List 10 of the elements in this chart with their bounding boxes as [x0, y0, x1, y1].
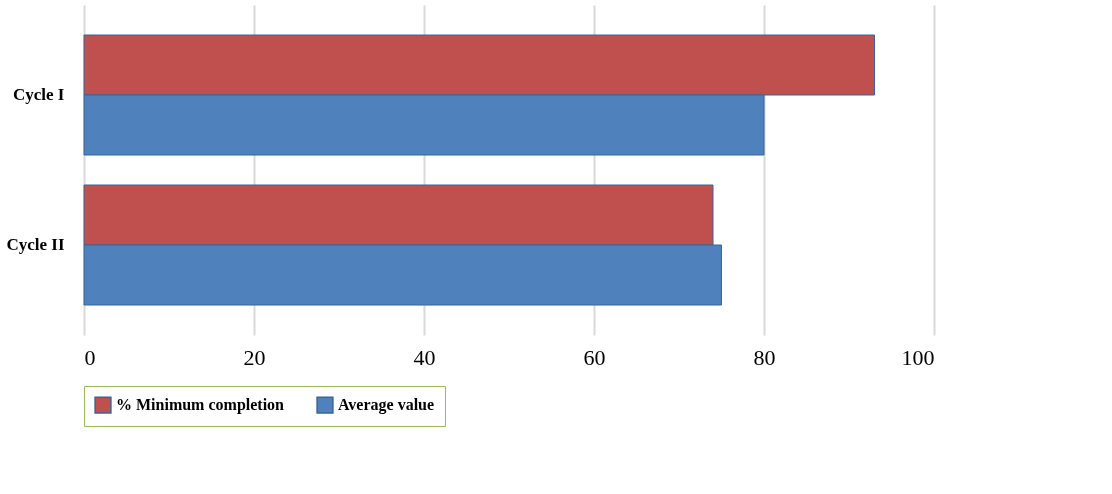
legend-label: % Minimum completion	[116, 396, 285, 415]
x-tick-label: 0	[84, 344, 96, 370]
x-tick-label: 100	[901, 344, 935, 370]
x-tick-label: 20	[243, 344, 266, 370]
y-tick-label: Cycle II	[6, 235, 65, 254]
x-tick-label: 60	[583, 344, 606, 370]
x-tick-label: 80	[753, 344, 776, 370]
y-tick-label: Cycle I	[13, 85, 65, 104]
legend-label: Average value	[338, 396, 435, 415]
x-tick-label: 40	[413, 344, 436, 370]
